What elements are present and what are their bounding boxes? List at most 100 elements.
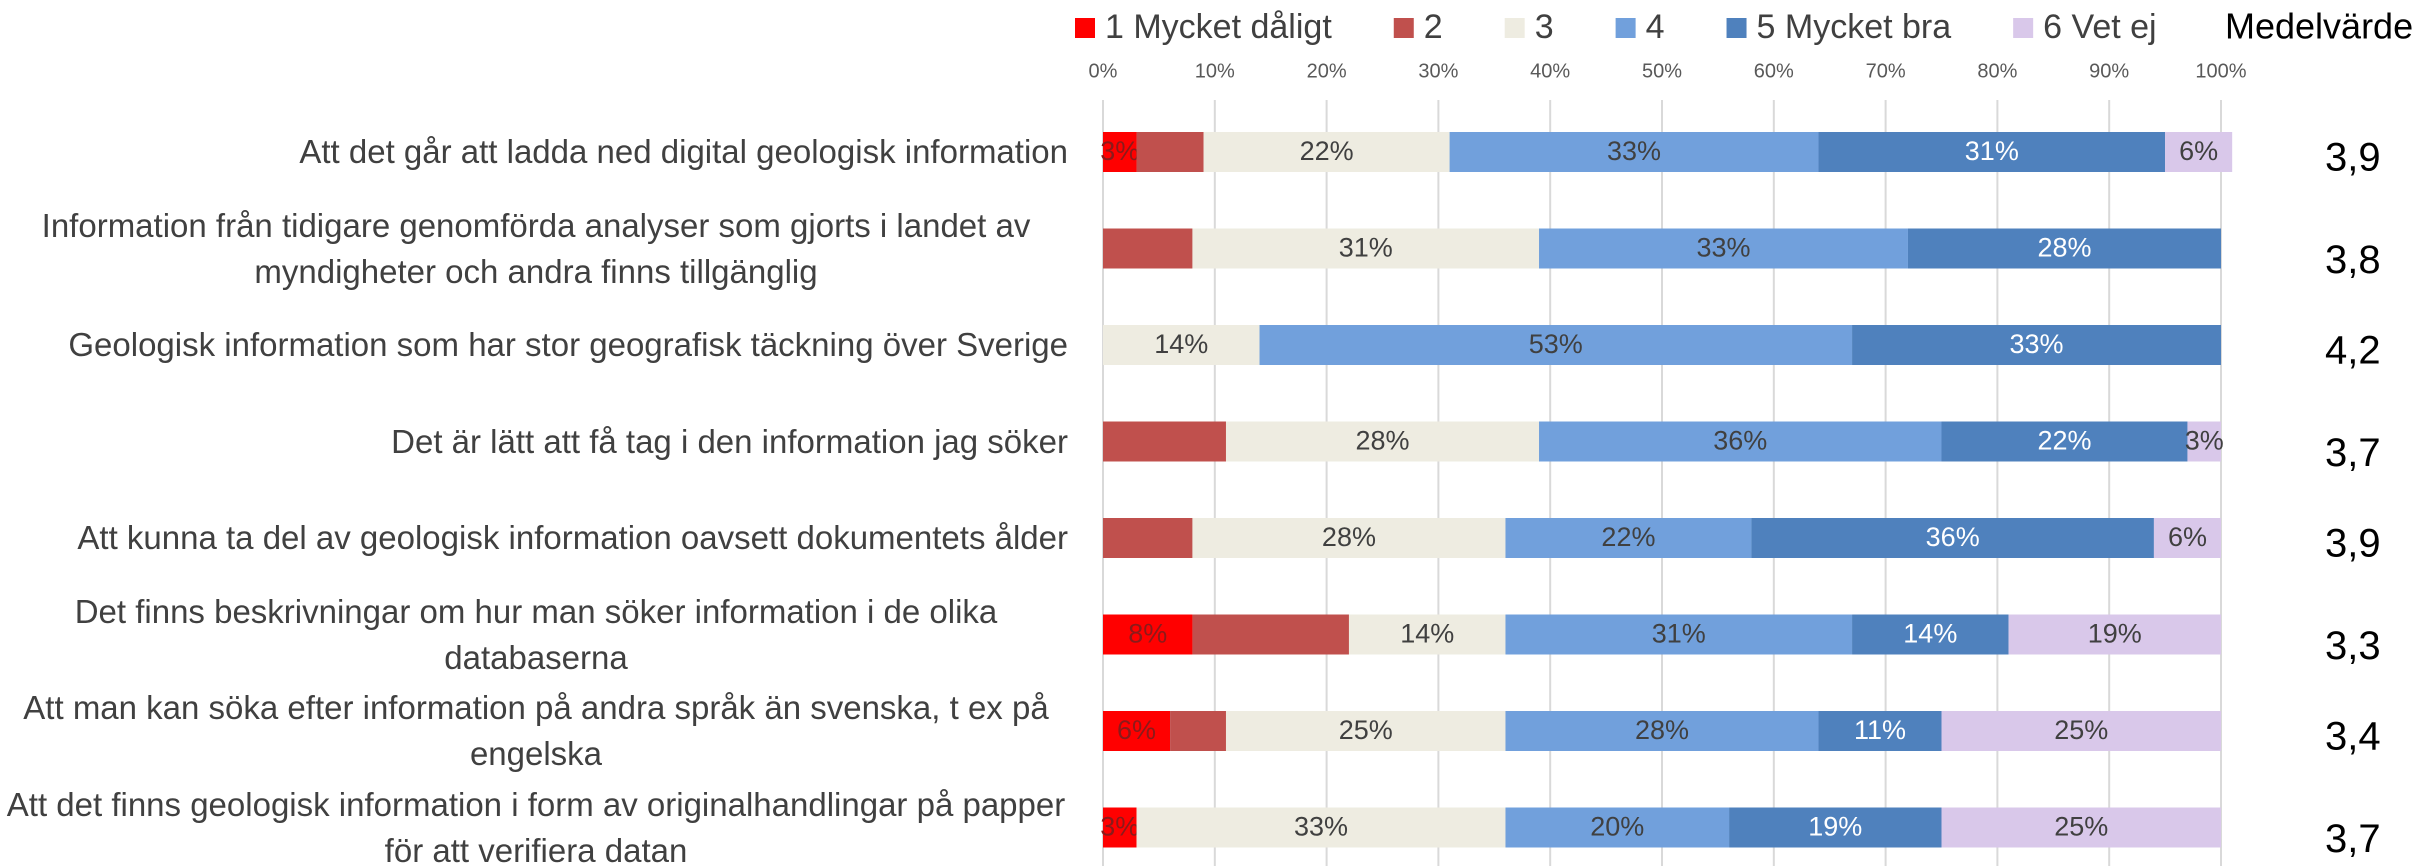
bar-segment — [1103, 518, 1193, 558]
value-label: 11% — [1854, 715, 1906, 745]
value-label: 31% — [1339, 233, 1393, 263]
x-tick-label: 100% — [2195, 60, 2246, 82]
value-label: 22% — [1300, 136, 1354, 166]
legend-label: 6 Vet ej — [2043, 8, 2156, 46]
legend-label: 4 — [1646, 8, 1665, 46]
bar-segment — [2153, 518, 2221, 558]
bar-segment — [1103, 325, 1260, 365]
bar-segment — [1103, 807, 1137, 848]
legend-swatch — [1504, 18, 1525, 38]
value-label: 33% — [1294, 812, 1348, 842]
x-tick-label: 60% — [1754, 60, 1794, 82]
bar-segment — [1136, 807, 1506, 848]
bar-segment — [1259, 325, 1853, 365]
bar-segment — [1505, 711, 1819, 751]
value-label: 22% — [2037, 426, 2091, 456]
bar-segment — [2165, 132, 2233, 172]
bar-segment — [2008, 614, 2221, 655]
category-label: Det är lätt att få tag i den information… — [391, 422, 1068, 460]
value-label: 25% — [2054, 812, 2108, 842]
bar-segment — [1852, 325, 2221, 365]
value-label: 3% — [1100, 812, 1139, 842]
value-label: 33% — [2010, 329, 2064, 359]
bar-segment — [1192, 518, 1506, 558]
legend-swatch — [1615, 18, 1636, 38]
x-tick-label: 50% — [1642, 60, 1682, 82]
legend-swatch — [1393, 18, 1414, 38]
bar-segment — [1348, 614, 1506, 655]
mean-value: 3,9 — [2325, 522, 2381, 566]
x-tick-label: 0% — [1089, 60, 1118, 82]
legend-label: 2 — [1424, 8, 1443, 46]
x-tick-label: 10% — [1195, 60, 1235, 82]
value-label: 6% — [2168, 522, 2207, 552]
value-label: 6% — [2179, 136, 2218, 166]
bar-segment — [1539, 421, 1942, 462]
x-tick-label: 90% — [2089, 60, 2129, 82]
bar-segment — [1103, 228, 1193, 269]
mean-value: 4,2 — [2325, 329, 2381, 373]
bar-segment — [1907, 228, 2221, 269]
bar-segment — [1103, 614, 1193, 655]
mean-value: 3,8 — [2325, 238, 2381, 282]
value-label: 28% — [1322, 522, 1376, 552]
value-label: 36% — [1713, 426, 1767, 456]
bar-segment — [1505, 614, 1853, 655]
value-label: 22% — [1601, 522, 1655, 552]
category-label: Att kunna ta del av geologisk informatio… — [77, 519, 1068, 556]
value-label: 14% — [1400, 619, 1454, 649]
value-label: 25% — [2054, 715, 2108, 745]
legend-swatch — [1075, 18, 1095, 38]
x-tick-label: 20% — [1307, 60, 1347, 82]
mean-title: Medelvärde — [2225, 6, 2413, 47]
x-tick-label: 70% — [1866, 60, 1906, 82]
bar-segment — [1192, 614, 1349, 655]
legend-label: 1 Mycket dåligt — [1105, 8, 1332, 46]
bar-segment — [1941, 807, 2221, 848]
bar-segment — [1818, 711, 1942, 751]
category-label: Att det finns geologisk information i fo… — [6, 785, 1066, 866]
value-label: 14% — [1154, 329, 1208, 359]
x-tick-label: 40% — [1530, 60, 1570, 82]
bar-segment — [1225, 711, 1506, 751]
value-label: 53% — [1529, 329, 1583, 359]
category-label: Att det går att ladda ned digital geolog… — [299, 133, 1068, 170]
mean-value: 3,4 — [2325, 715, 2381, 759]
bar-segment — [1505, 807, 1730, 848]
value-label: 25% — [1339, 715, 1393, 745]
legend-swatch — [2013, 18, 2034, 38]
value-label: 31% — [1965, 136, 2019, 166]
mean-value: 3,7 — [2325, 431, 2381, 475]
bar-segment — [1136, 132, 1204, 172]
legend-label: 3 — [1535, 8, 1554, 46]
value-label: 8% — [1128, 619, 1167, 649]
bar-segment — [1192, 228, 1540, 269]
bar-segment — [1505, 518, 1752, 558]
category-label: Information från tidigare genomförda ana… — [41, 206, 1031, 290]
value-label: 31% — [1652, 619, 1706, 649]
bar-segment — [1203, 132, 1450, 172]
value-label: 3% — [2185, 426, 2224, 456]
bar-segment — [1170, 711, 1226, 751]
value-label: 19% — [2088, 619, 2142, 649]
bar-segment — [1103, 421, 1226, 462]
bar-segment — [1818, 132, 2166, 172]
mean-value: 3,9 — [2325, 136, 2381, 180]
value-label: 3% — [1100, 136, 1139, 166]
x-tick-label: 80% — [1977, 60, 2017, 82]
value-label: 28% — [1355, 426, 1409, 456]
bar-segment — [1941, 421, 2188, 462]
value-label: 6% — [1117, 715, 1156, 745]
value-label: 33% — [1607, 136, 1661, 166]
bar-segment — [1539, 228, 1908, 269]
legend-label: 5 Mycket bra — [1757, 8, 1952, 46]
legend-swatch — [1726, 18, 1747, 38]
bar-segment — [1225, 421, 1540, 462]
bar-segment — [1941, 711, 2221, 751]
mean-value: 3,3 — [2325, 624, 2381, 668]
bar-segment — [1852, 614, 2009, 655]
category-label: Geologisk information som har stor geogr… — [68, 326, 1068, 363]
value-label: 20% — [1590, 812, 1644, 842]
bar-segment — [1449, 132, 1819, 172]
